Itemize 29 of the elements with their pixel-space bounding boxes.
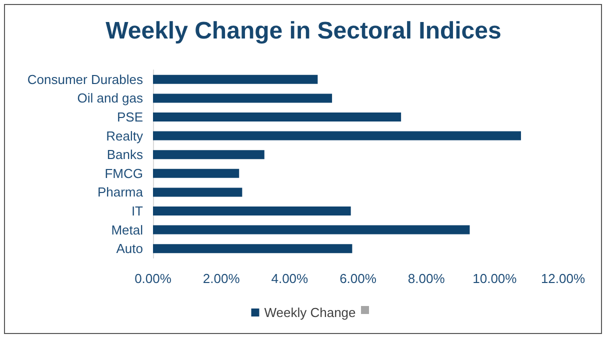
bar: [153, 131, 521, 140]
y-tick-label: FMCG: [104, 166, 143, 181]
y-tick-label: Pharma: [97, 184, 144, 200]
y-tick-label: IT: [131, 204, 144, 218]
x-tick-label: 10.00%: [472, 271, 518, 286]
bar: [153, 188, 242, 197]
legend-label: Weekly Change: [264, 305, 356, 320]
x-tick-label: 0.00%: [134, 271, 172, 286]
bar: [153, 244, 352, 254]
bar: [153, 206, 351, 216]
x-tick-label: 12.00%: [540, 271, 586, 286]
bar: [153, 150, 264, 160]
y-tick-label: Oil and gas: [77, 90, 144, 106]
bar: [153, 74, 318, 84]
bar: [153, 94, 332, 103]
chart-title: Weekly Change in Sectoral Indices: [106, 18, 502, 44]
x-tick-label: 8.00%: [408, 271, 446, 286]
x-tick-label: 2.00%: [202, 271, 240, 286]
y-tick-label: Banks: [106, 147, 144, 162]
y-tick-label: Metal: [111, 222, 144, 238]
x-tick-label: 6.00%: [340, 271, 377, 286]
bar: [153, 112, 402, 122]
y-tick-label: Consumer Durables: [27, 72, 144, 87]
bar: [153, 168, 240, 178]
bar: [153, 225, 470, 234]
y-tick-label: Auto: [116, 241, 143, 256]
y-tick-label: Realty: [106, 128, 144, 144]
y-tick-label: PSE: [116, 110, 144, 124]
x-tick-label: 4.00%: [271, 271, 309, 286]
